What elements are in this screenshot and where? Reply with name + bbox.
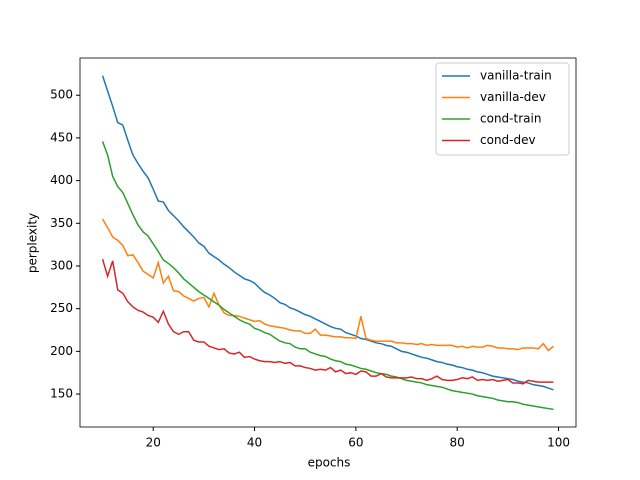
data-line (101, 141, 554, 411)
y-tick-label: 400 (50, 173, 73, 187)
legend-label: cond-train (480, 112, 541, 126)
y-tick-label: 350 (50, 216, 73, 230)
data-line (101, 218, 554, 352)
y-tick-label: 450 (50, 130, 73, 144)
y-tick-label: 200 (50, 344, 73, 358)
legend-label: vanilla-train (480, 69, 552, 83)
legend-label: cond-dev (480, 133, 536, 147)
data-line (101, 258, 554, 385)
data-line (101, 75, 554, 391)
y-tick-label: 250 (50, 301, 73, 315)
legend-label: vanilla-dev (480, 90, 546, 104)
x-tick-label: 20 (146, 436, 161, 450)
y-tick-label: 150 (50, 387, 73, 401)
x-tick-label: 40 (247, 436, 262, 450)
y-tick-label: 500 (50, 88, 73, 102)
x-axis-label: epochs (308, 456, 351, 470)
y-axis-label: perplexity (26, 213, 40, 273)
x-tick-label: 60 (348, 436, 363, 450)
legend-box (435, 62, 570, 156)
x-tick-label: 100 (547, 436, 570, 450)
plot-frame (79, 57, 577, 428)
x-tick-label: 80 (450, 436, 465, 450)
y-tick-label: 300 (50, 258, 73, 272)
